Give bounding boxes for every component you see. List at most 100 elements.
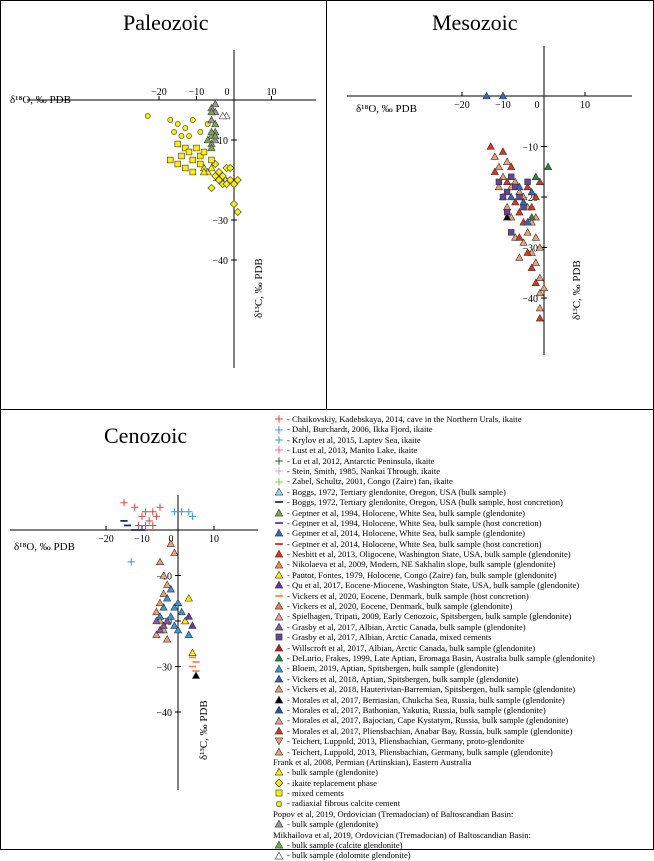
legend-marker-triangle-icon	[274, 695, 284, 704]
legend-label: - bulk sample (dolomite glendonite)	[287, 850, 411, 861]
legend-marker-triangle-icon	[274, 851, 284, 859]
legend-marker-triangle-icon	[274, 581, 284, 589]
legend-label: - Morales et al, 2017, Bathonian, Yakuti…	[287, 704, 546, 715]
legend-marker	[275, 456, 283, 465]
legend-marker-triangle-icon	[274, 664, 284, 672]
legend-marker	[274, 612, 284, 620]
legend-label: - Chaikovskiy, Kadebskaya, 2014, cave in…	[287, 414, 522, 424]
legend-item: - Chaikovskiy, Kadebskaya, 2014, cave in…	[273, 414, 653, 424]
legend-marker-plus-icon	[275, 467, 283, 475]
legend-item: - Nesbitt et al, 2013, Oligocene, Washin…	[273, 549, 653, 559]
legend-label: - Pautot, Fontes, 1979, Holocene, Congo …	[287, 569, 557, 580]
legend-marker	[275, 415, 283, 423]
legend-marker	[275, 436, 283, 444]
paleozoic-title: Paleozoic	[123, 10, 209, 35]
legend-marker	[275, 634, 283, 641]
legend-marker-plus-icon	[275, 415, 283, 423]
legend-item: - Spielhagen, Tripati, 2009, Early Cenoz…	[273, 611, 653, 621]
legend-label: - bulk sample (calcite glendonite)	[287, 840, 403, 851]
legend-item: - Nikolaeva et al, 2009, Modern, NE Sakh…	[273, 559, 653, 569]
legend-mikhailova-header: Mikhailova et al, 2019, Ordovician (Trem…	[273, 829, 531, 840]
legend-marker-triangle-icon	[274, 726, 284, 735]
legend-marker	[274, 684, 284, 693]
legend-item: - Lu et al, 2012, Antarctic Peninsula, i…	[273, 456, 653, 466]
legend-label: - Nesbitt et al, 2013, Oligocene, Washin…	[287, 549, 571, 560]
legend-marker-triangle-icon	[274, 705, 284, 714]
legend-marker-triangle-icon	[274, 508, 284, 517]
legend-marker-triangle-icon	[274, 560, 284, 568]
legend-label: - Teichert, Luppold, 2013, Pliensbachian…	[287, 746, 553, 757]
legend-item: - radiaxial fibrous calcite cement	[273, 798, 653, 808]
legend-label: - Lust et al, 2013, Manito Lake, ikaite	[287, 445, 418, 456]
legend-item: - mixed cements	[273, 788, 653, 798]
legend-marker-diamond-icon	[274, 778, 284, 788]
legend-marker-triangle-icon	[274, 549, 284, 558]
legend-label: - Zabel, Schultz, 2001, Congo (Zaire) fa…	[287, 476, 453, 487]
legend-label: - Qu et al, 2017, Eocene-Miocene, Washin…	[287, 580, 580, 591]
legend-label: - Boggs, 1972, Tertiary glendonite, Oreg…	[287, 497, 563, 508]
legend-label: - Geptner et al, 1994, Holocene, White S…	[287, 507, 526, 518]
legend-marker-triangle-icon	[274, 622, 284, 631]
legend-label: - Geptner et al, 1994, Holocene, White S…	[287, 517, 542, 528]
legend-label: - Krylov et al, 2015, Laptev Sea, ikaite	[287, 434, 421, 445]
legend-item: - Teichert, Luppold, 2013, Pliensbachian…	[273, 736, 653, 746]
legend-marker-triangle-icon	[274, 747, 284, 756]
legend-item: - Grasby et al, 2017, Albian, Arctic Can…	[273, 632, 653, 642]
legend-marker	[274, 716, 284, 724]
legend-marker-triangle-icon	[274, 601, 284, 610]
legend-marker-plus-icon	[275, 446, 283, 455]
legend-item: - Morales et al, 2017, Bajocian, Cape Ky…	[273, 715, 653, 725]
legend-label: - Grasby et al, 2017, Albian, Arctic Can…	[287, 621, 526, 632]
legend-marker-dash-icon	[275, 501, 283, 504]
legend-marker-triangle-icon	[274, 674, 284, 683]
legend-marker	[275, 446, 283, 455]
legend-marker	[274, 601, 284, 610]
legend-item: - Pautot, Fontes, 1979, Holocene, Congo …	[273, 570, 653, 580]
legend-item: - Morales et al, 2017, Berriasian, Chukc…	[273, 695, 653, 705]
legend-item: - Vickers et al, 2020, Eocene, Denmark, …	[273, 591, 653, 601]
legend-marker	[276, 800, 282, 807]
legend-item: - Vickers et al, 2018, Aptian, Spitsberg…	[273, 674, 653, 684]
legend-label: - Grasby et al, 2017, Albian, Arctic Can…	[287, 632, 492, 643]
legend-label: - Lu et al, 2012, Antarctic Peninsula, i…	[287, 455, 435, 466]
legend-label: - bulk sample (glendonite)	[287, 767, 378, 778]
legend-label: - Spielhagen, Tripati, 2009, Early Cenoz…	[287, 611, 572, 622]
legend-label: - Morales et al, 2017, Pliensbachian, An…	[287, 725, 573, 736]
legend-marker	[274, 643, 284, 652]
legend-item: - bulk sample (glendonite)	[273, 767, 653, 777]
legend-marker-triangle-icon	[274, 529, 284, 537]
legend-marker	[275, 467, 283, 475]
legend-marker	[274, 570, 284, 579]
legend-marker	[275, 425, 283, 434]
legend-marker-plus-icon	[275, 436, 283, 444]
legend-marker	[274, 508, 284, 517]
legend-label: - radiaxial fibrous calcite cement	[287, 798, 401, 809]
legend-marker	[274, 851, 284, 859]
legend-item: - Geptner et al, 2014, Holocene, White S…	[273, 539, 653, 549]
legend-marker	[274, 840, 284, 849]
legend-marker	[274, 529, 284, 537]
legend-marker-circle-icon	[276, 800, 282, 807]
legend-item: - Bloem, 2019, Aptian, Spitsbergen, bulk…	[273, 663, 653, 673]
legend-marker-dash-icon	[275, 522, 283, 524]
legend-label: - Bloem, 2019, Aptian, Spitsbergen, bulk…	[287, 663, 499, 674]
legend-marker-triangle-icon	[274, 716, 284, 724]
legend-marker	[275, 789, 283, 797]
legend-marker	[274, 695, 284, 704]
legend-marker	[274, 487, 284, 496]
legend-label: - Stein, Smith, 1985, Nankai Through, ik…	[287, 465, 441, 476]
legend-marker	[274, 778, 284, 788]
legend-item: - Vickers et al, 2020, Eocene, Denmark, …	[273, 601, 653, 611]
legend-marker-triangle-icon	[274, 840, 284, 849]
legend-item: - Geptner et al, 1994, Holocene, White S…	[273, 508, 653, 518]
legend-popov-header: Popov et al, 2019, Ordovician (Tremadoci…	[273, 808, 514, 819]
legend-item: - bulk sample (calcite glendonite)	[273, 840, 653, 850]
legend-item: - Boggs, 1972, Tertiary glendonite, Oreg…	[273, 487, 653, 497]
legend-marker	[274, 705, 284, 714]
legend-item: - Krylov et al, 2015, Laptev Sea, ikaite	[273, 435, 653, 445]
legend-label: - Willscroft et al, 2017, Albian, Arctic…	[287, 642, 536, 653]
legend-label: - Dahl, Burchardt, 2006, Ikka Fjord, ika…	[287, 424, 433, 435]
legend-marker-triangle-icon	[274, 612, 284, 620]
legend-item: - DeLurio, Frakes, 1999, Late Aptian, Er…	[273, 653, 653, 663]
legend-marker	[274, 560, 284, 568]
